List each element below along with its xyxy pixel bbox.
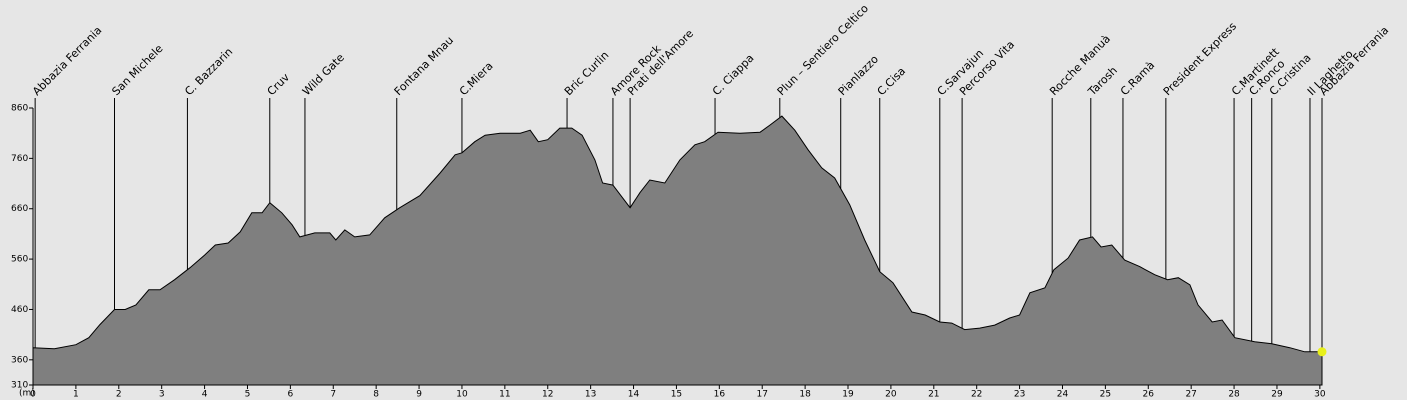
x-tick-label: 13 (585, 390, 596, 400)
waypoint-label: Abbazia Ferrania (30, 24, 104, 98)
x-tick-label: 14 (628, 390, 640, 400)
x-tick-label: 9 (416, 390, 422, 400)
x-tick-label: 6 (288, 390, 294, 400)
waypoint-label: Abbazia Ferrania (1317, 24, 1391, 98)
y-tick-label: 760 (11, 154, 28, 164)
y-tick-label: 660 (11, 204, 28, 214)
x-tick-label: 4 (202, 390, 208, 400)
y-tick-label: 560 (11, 255, 28, 265)
x-tick-label: 20 (885, 390, 897, 400)
x-tick-label: 12 (542, 390, 553, 400)
waypoint-label: C.Ramà (1118, 59, 1157, 98)
x-tick-label: 7 (330, 390, 336, 400)
y-unit: (m) (19, 389, 35, 399)
y-tick-label: 310 (11, 381, 28, 391)
x-tick-label: 17 (756, 390, 767, 400)
x-tick-label: 29 (1271, 390, 1283, 400)
x-tick-label: 16 (714, 390, 726, 400)
x-tick-label: 8 (373, 390, 379, 400)
x-tick-label: 10 (456, 390, 468, 400)
x-tick-label: 30 (1314, 390, 1326, 400)
waypoint-label: Fontana Mnau (392, 34, 456, 98)
y-tick-label: 360 (11, 355, 28, 365)
waypoint-label: Tarosh (1085, 64, 1120, 99)
x-tick-label: 2 (116, 390, 122, 400)
waypoint-label: Bric Curlin (562, 49, 611, 98)
x-tick-label: 26 (1143, 390, 1155, 400)
x-tick-label: 22 (971, 390, 982, 400)
elevation-area (32, 115, 1323, 386)
x-tick-label: 27 (1185, 390, 1196, 400)
x-tick-label: 25 (1100, 390, 1111, 400)
x-tick-label: 21 (928, 390, 939, 400)
x-tick-label: 15 (671, 390, 682, 400)
waypoint-label: Cruv (265, 70, 293, 98)
waypoint-label: Pianlazzo (836, 53, 882, 99)
waypoint-label: San Michele (109, 42, 165, 98)
waypoint-label: C. Bazzarin (182, 45, 235, 98)
y-tick-label: 860 (11, 104, 28, 114)
waypoint-label: C. Ciappa (710, 52, 757, 99)
end-marker (1317, 347, 1327, 357)
waypoint-label: C.Cisa (875, 65, 909, 99)
x-tick-label: 23 (1014, 390, 1025, 400)
waypoint-label: President Express (1161, 20, 1240, 99)
x-tick-label: 19 (842, 390, 854, 400)
x-tick-label: 18 (799, 390, 811, 400)
y-tick-label: 460 (11, 305, 28, 315)
waypoint-label: C.Miera (457, 59, 496, 98)
x-tick-label: 0 (30, 390, 36, 400)
x-tick-label: 5 (245, 390, 251, 400)
x-tick-label: 1 (73, 390, 79, 400)
x-tick-label: 28 (1228, 390, 1240, 400)
x-tick-label: 3 (159, 390, 165, 400)
waypoint-label: Wild Gate (300, 51, 347, 98)
x-tick-label: 11 (499, 390, 510, 400)
x-tick-label: 24 (1057, 390, 1069, 400)
